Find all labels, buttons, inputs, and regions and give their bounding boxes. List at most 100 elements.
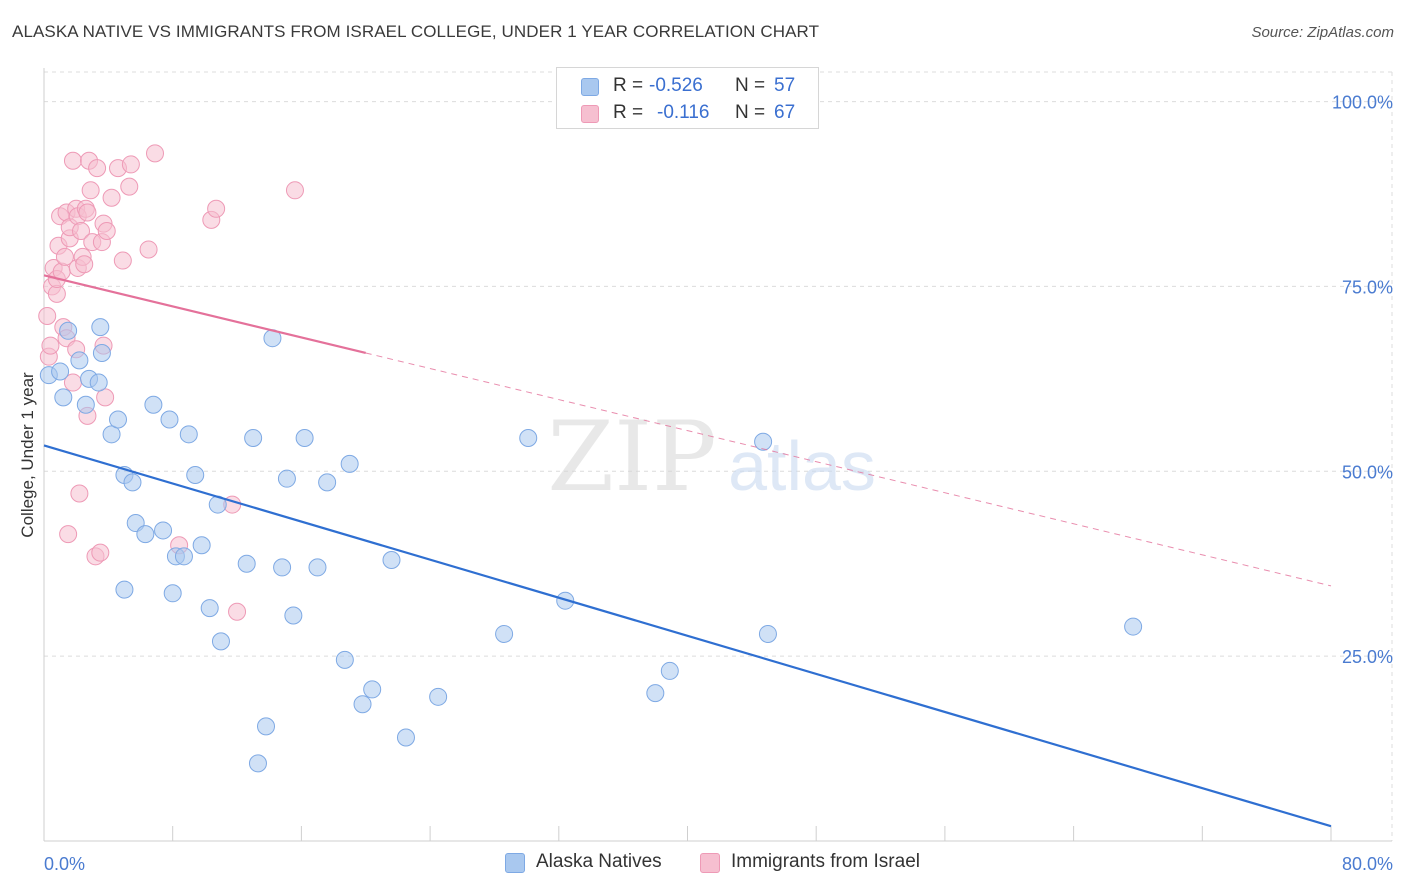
israel-point: [88, 159, 107, 178]
alaska-point: [51, 362, 70, 381]
alaska-point: [237, 554, 256, 573]
israel-point: [63, 151, 82, 170]
israel-trend-line: [43, 274, 367, 355]
x-tick-label-max: 80.0%: [1342, 854, 1393, 874]
alaska-point: [70, 351, 89, 370]
alaska-point: [109, 410, 128, 429]
israel-point: [97, 221, 116, 240]
alaska-point: [646, 684, 665, 703]
alaska-point: [353, 695, 372, 714]
grid-lines: [44, 71, 1393, 841]
alaska-point: [174, 547, 193, 566]
alaska-point: [91, 318, 110, 337]
alaska-point: [1124, 617, 1143, 636]
swatch-pink: [581, 105, 599, 123]
alaska-point: [163, 584, 182, 603]
israel-point: [75, 255, 94, 274]
n-label: N =: [735, 102, 766, 123]
israel-point: [72, 221, 91, 240]
israel-point: [91, 543, 110, 562]
alaska-point: [54, 388, 73, 407]
israel-point: [139, 240, 158, 259]
legend-swatch-blue: [505, 853, 525, 873]
israel-point: [285, 181, 304, 200]
israel-point: [70, 484, 89, 503]
alaska-point: [318, 473, 337, 492]
y-axis-label: College, Under 1 year: [18, 372, 37, 538]
alaska-point: [76, 395, 95, 414]
alaska-point: [382, 551, 401, 570]
alaska-point: [154, 521, 173, 540]
n-value: 67: [774, 102, 796, 123]
alaska-point: [59, 321, 78, 340]
israel-point: [41, 336, 60, 355]
alaska-point: [340, 454, 359, 473]
alaska-point: [115, 580, 134, 599]
legend-label-israel: Immigrants from Israel: [731, 851, 920, 872]
legend-swatch-pink: [700, 853, 720, 873]
alaska-point: [495, 624, 514, 643]
alaska-point: [123, 473, 142, 492]
watermark: ZIP atlas: [547, 401, 876, 513]
alaska-point: [192, 536, 211, 555]
alaska-point: [519, 429, 538, 448]
alaska-point: [186, 465, 205, 484]
series-alaska-points: [39, 318, 1143, 773]
israel-point: [78, 203, 97, 222]
y-tick-label: 75.0%: [1342, 277, 1393, 297]
alaska-point: [335, 650, 354, 669]
alaska-point: [363, 680, 382, 699]
swatch-blue: [581, 78, 599, 96]
n-value: 57: [774, 75, 796, 96]
stats-legend: R = -0.526 N = 57 R = -0.116 N = 67: [556, 67, 819, 129]
watermark-atlas: atlas: [728, 427, 876, 505]
r-label: R =: [613, 102, 644, 123]
israel-point: [120, 177, 139, 196]
alaska-point: [273, 558, 292, 577]
israel-point: [228, 602, 247, 621]
israel-point: [146, 144, 165, 163]
alaska-point: [200, 599, 219, 618]
alaska-point: [660, 661, 679, 680]
alaska-point: [308, 558, 327, 577]
source-credit: Source: ZipAtlas.com: [1251, 24, 1394, 41]
israel-point: [113, 251, 132, 270]
israel-point: [121, 155, 140, 174]
alaska-point: [179, 425, 198, 444]
alaska-point: [244, 429, 263, 448]
axes: [43, 68, 1392, 842]
chart-title: ALASKA NATIVE VS IMMIGRANTS FROM ISRAEL …: [12, 22, 820, 41]
israel-point: [59, 525, 78, 544]
israel-point: [38, 307, 57, 326]
alaska-point: [284, 606, 303, 625]
israel-point: [55, 247, 74, 266]
israel-point: [207, 199, 226, 218]
alaska-point: [277, 469, 296, 488]
r-label: R =: [613, 75, 644, 96]
alaska-point: [89, 373, 108, 392]
legend-label-alaska: Alaska Natives: [536, 851, 662, 872]
y-tick-label: 25.0%: [1342, 647, 1393, 667]
r-value: -0.526: [649, 75, 703, 96]
x-tick-label-min: 0.0%: [44, 854, 85, 874]
alaska-point: [160, 410, 179, 429]
alaska-point: [248, 754, 267, 773]
alaska-point: [144, 395, 163, 414]
trend-lines: [43, 274, 1332, 828]
israel-point: [81, 181, 100, 200]
alaska-point: [754, 432, 773, 451]
tick-labels: 25.0% 50.0% 75.0% 100.0% 0.0% 80.0%: [44, 93, 1393, 874]
r-value: -0.116: [657, 102, 710, 123]
alaska-point: [295, 429, 314, 448]
alaska-point: [257, 717, 276, 736]
y-tick-label: 100.0%: [1332, 93, 1393, 113]
y-tick-label: 50.0%: [1342, 462, 1393, 482]
n-label: N =: [735, 75, 766, 96]
alaska-point: [211, 632, 230, 651]
israel-trend-extension: [365, 352, 1332, 587]
alaska-point: [92, 343, 111, 362]
watermark-zip: ZIP: [547, 401, 716, 513]
alaska-point: [136, 525, 155, 544]
alaska-point: [758, 624, 777, 643]
